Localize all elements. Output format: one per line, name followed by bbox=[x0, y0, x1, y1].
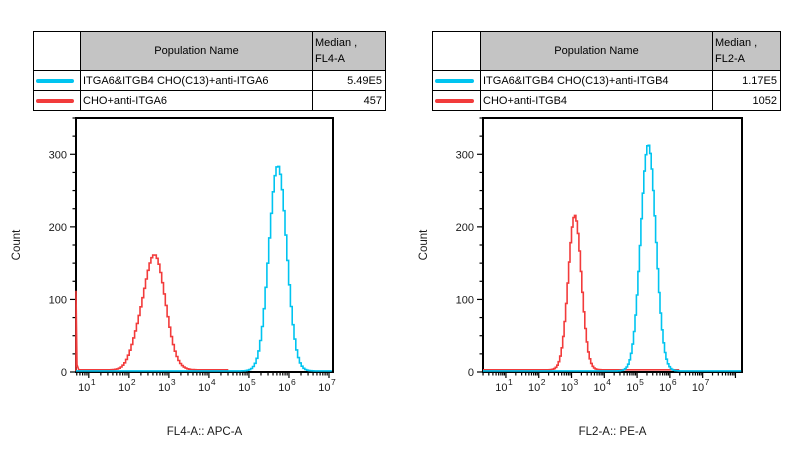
median-header: Median , FL4-A bbox=[312, 31, 386, 71]
x-axis: 101 102 103 104 105 106 107 bbox=[76, 372, 336, 394]
series-curve-1 bbox=[483, 144, 742, 372]
y-tick-label: 300 bbox=[49, 149, 67, 161]
swatch-cell bbox=[33, 90, 81, 111]
x-tick-label: 101 bbox=[495, 377, 513, 394]
x-tick-label: 106 bbox=[278, 377, 296, 394]
median-value: 5.49E5 bbox=[312, 70, 386, 91]
y-tick-label: 100 bbox=[49, 294, 67, 306]
series-curve-0 bbox=[483, 214, 680, 371]
median-header-line1: Median , bbox=[715, 36, 758, 49]
table-header-row: Population Name Median , FL2-A bbox=[432, 31, 781, 71]
x-axis-title: FL4-A:: APC-A bbox=[167, 426, 243, 438]
red-series-swatch bbox=[435, 98, 474, 103]
swatch-cell bbox=[33, 70, 81, 91]
y-tick-label: 100 bbox=[456, 294, 474, 306]
table-header-row: Population Name Median , FL4-A bbox=[33, 31, 386, 71]
median-header-line1: Median , bbox=[315, 36, 358, 49]
series-curve-1 bbox=[76, 165, 332, 372]
series-curve-0 bbox=[75, 254, 229, 372]
y-tick-label: 300 bbox=[456, 149, 474, 161]
population-row[interactable]: CHO+anti-ITGB4 1052 bbox=[432, 90, 781, 111]
population-name: CHO+anti-ITGB4 bbox=[480, 90, 713, 111]
x-axis-title: FL2-A:: PE-A bbox=[579, 426, 647, 438]
x-tick-label: 106 bbox=[659, 377, 677, 394]
x-tick-label: 103 bbox=[158, 377, 176, 394]
x-tick-label: 104 bbox=[198, 377, 216, 394]
swatch-header-cell bbox=[33, 31, 81, 71]
population-row[interactable]: CHO+anti-ITGA6 457 bbox=[33, 90, 386, 111]
y-tick-label: 200 bbox=[49, 222, 67, 234]
population-name-header: Population Name bbox=[80, 31, 313, 71]
population-table-left: Population Name Median , FL4-A ITGA6&ITG… bbox=[33, 31, 386, 111]
swatch-cell bbox=[432, 90, 481, 111]
y-axis: 0 100 200 300 bbox=[456, 117, 483, 379]
cyan-series-swatch bbox=[36, 78, 74, 83]
population-name: CHO+anti-ITGA6 bbox=[80, 90, 313, 111]
y-tick-label: 0 bbox=[61, 367, 67, 379]
median-value: 1052 bbox=[712, 90, 781, 111]
swatch-header-cell bbox=[432, 31, 481, 71]
cyan-series-swatch bbox=[435, 78, 474, 83]
y-axis: 0 100 200 300 bbox=[49, 117, 76, 379]
swatch-cell bbox=[432, 70, 481, 91]
x-tick-label: 103 bbox=[561, 377, 579, 394]
x-tick-label: 102 bbox=[118, 377, 136, 394]
y-tick-label: 200 bbox=[456, 222, 474, 234]
x-tick-label: 101 bbox=[78, 377, 96, 394]
red-series-swatch bbox=[36, 98, 74, 103]
x-tick-label: 105 bbox=[238, 377, 256, 394]
x-tick-label: 104 bbox=[594, 377, 612, 394]
median-header: Median , FL2-A bbox=[712, 31, 781, 71]
x-tick-label: 105 bbox=[626, 377, 644, 394]
x-axis: 101 102 103 104 105 106 107 bbox=[482, 372, 737, 394]
median-value: 1.17E5 bbox=[712, 70, 781, 91]
median-value: 457 bbox=[312, 90, 386, 111]
y-axis-title: Count bbox=[418, 229, 430, 260]
population-name: ITGA6&ITGB4 CHO(C13)+anti-ITGB4 bbox=[480, 70, 713, 91]
population-row[interactable]: ITGA6&ITGB4 CHO(C13)+anti-ITGB4 1.17E5 bbox=[432, 70, 781, 91]
x-tick-label: 102 bbox=[528, 377, 546, 394]
y-tick-label: 0 bbox=[468, 367, 474, 379]
population-table-right: Population Name Median , FL2-A ITGA6&ITG… bbox=[432, 31, 781, 111]
y-axis-title: Count bbox=[11, 229, 23, 260]
population-name: ITGA6&ITGB4 CHO(C13)+anti-ITGA6 bbox=[80, 70, 313, 91]
median-header-line2: FL2-A bbox=[715, 53, 745, 65]
population-name-header: Population Name bbox=[480, 31, 713, 71]
plot-border bbox=[482, 117, 743, 373]
x-tick-label: 107 bbox=[318, 377, 336, 394]
median-header-line2: FL4-A bbox=[315, 53, 345, 65]
population-row[interactable]: ITGA6&ITGB4 CHO(C13)+anti-ITGA6 5.49E5 bbox=[33, 70, 386, 91]
x-tick-label: 107 bbox=[692, 377, 710, 394]
